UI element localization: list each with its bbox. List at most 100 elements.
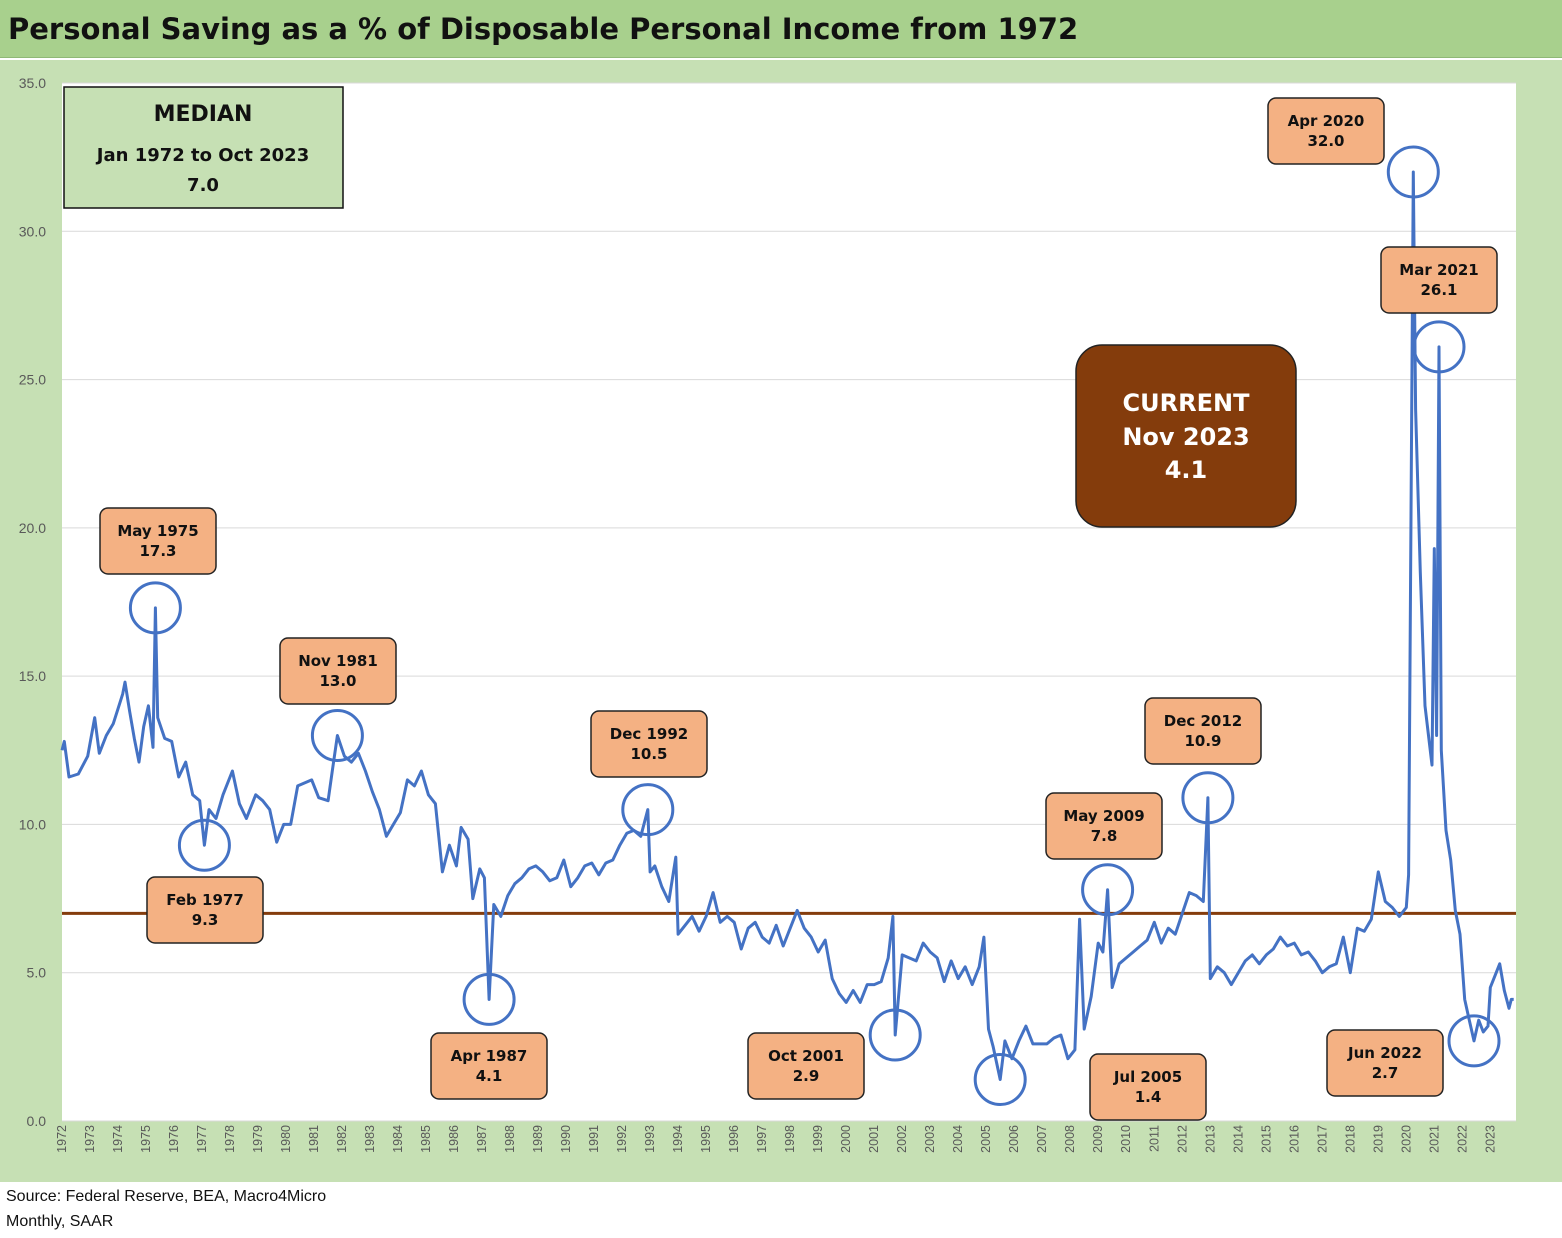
callout-value: 4.1 xyxy=(476,1067,503,1085)
highlight-circle xyxy=(621,783,675,837)
callout-date: Mar 2021 xyxy=(1399,261,1478,279)
callout-value: 26.1 xyxy=(1420,281,1457,299)
callout-feb-1977: Feb 1977 9.3 xyxy=(146,818,264,944)
x-tick-label: 2016 xyxy=(1287,1125,1301,1153)
callout-apr-1987: Apr 1987 4.1 xyxy=(430,972,548,1100)
saving-rate-line xyxy=(60,170,1514,1081)
highlight-circle xyxy=(310,709,364,762)
x-tick-label: 2013 xyxy=(1203,1125,1217,1153)
x-tick-label: 1992 xyxy=(615,1125,629,1153)
x-tick-label: 1982 xyxy=(335,1125,349,1153)
callout-may-1975: May 1975 17.3 xyxy=(99,507,217,635)
x-tick-label: 2017 xyxy=(1315,1125,1329,1153)
highlight-circle xyxy=(1081,863,1135,917)
y-tick-label: 5.0 xyxy=(27,965,47,981)
y-tick-label: 15.0 xyxy=(19,668,46,684)
highlight-circle xyxy=(177,818,231,872)
x-tick-label: 1997 xyxy=(755,1125,769,1153)
x-tick-label: 1983 xyxy=(363,1125,377,1153)
frequency-note: Monthly, SAAR xyxy=(6,1213,114,1230)
x-tick-label: 1978 xyxy=(223,1125,237,1153)
callout-may-2009: May 2009 7.8 xyxy=(1045,792,1163,917)
median-box-title: MEDIAN xyxy=(154,102,253,127)
callout-box xyxy=(1045,792,1163,860)
callout-box xyxy=(1267,97,1385,165)
y-tick-label: 30.0 xyxy=(19,223,46,239)
current-box-date: Nov 2023 xyxy=(1122,423,1249,451)
x-tick-label: 2020 xyxy=(1399,1125,1413,1153)
x-tick-label: 2015 xyxy=(1259,1125,1273,1153)
x-tick-label: 1986 xyxy=(447,1125,461,1153)
source-note: Source: Federal Reserve, BEA, Macro4Micr… xyxy=(6,1188,327,1205)
callout-value: 13.0 xyxy=(319,672,356,690)
callout-box xyxy=(99,507,217,575)
callout-value: 2.7 xyxy=(1372,1064,1399,1082)
y-tick-label: 20.0 xyxy=(19,520,46,536)
current-box: CURRENT Nov 2023 4.1 xyxy=(1075,344,1297,528)
x-tick-label: 2001 xyxy=(867,1125,881,1153)
x-tick-label: 1994 xyxy=(671,1125,685,1153)
callout-value: 17.3 xyxy=(139,542,176,560)
callout-apr-2020: Apr 2020 32.0 xyxy=(1267,97,1440,199)
plot-area xyxy=(62,83,1516,1121)
x-tick-label: 1972 xyxy=(55,1125,69,1153)
callout-value: 10.9 xyxy=(1184,732,1221,750)
x-tick-label: 2019 xyxy=(1371,1125,1385,1153)
x-tick-label: 2005 xyxy=(979,1125,993,1153)
current-box-bg xyxy=(1075,344,1297,528)
title-bar: Personal Saving as a % of Disposable Per… xyxy=(0,0,1562,58)
callout-box xyxy=(1144,697,1262,765)
callout-date: Oct 2001 xyxy=(768,1047,844,1065)
x-tick-label: 1976 xyxy=(167,1125,181,1153)
chart-title: Personal Saving as a % of Disposable Per… xyxy=(8,12,1079,46)
callout-box xyxy=(1380,246,1498,314)
current-box-title: CURRENT xyxy=(1123,389,1251,417)
y-tick-label: 25.0 xyxy=(19,372,46,388)
callout-date: May 2009 xyxy=(1063,807,1144,825)
callout-box xyxy=(1326,1029,1444,1097)
y-tick-label: 35.0 xyxy=(19,75,46,91)
x-tick-label: 2012 xyxy=(1175,1125,1189,1153)
callout-box xyxy=(279,637,397,705)
x-tick-label: 2011 xyxy=(1147,1125,1161,1152)
x-tick-label: 1975 xyxy=(139,1125,153,1153)
x-tick-label: 1999 xyxy=(811,1125,825,1153)
callout-jun-2022: Jun 2022 2.7 xyxy=(1326,1014,1501,1097)
x-tick-label: 2018 xyxy=(1343,1125,1357,1153)
x-tick-label: 1984 xyxy=(391,1125,405,1153)
callout-value: 2.9 xyxy=(793,1067,820,1085)
median-box: MEDIAN Jan 1972 to Oct 2023 7.0 xyxy=(63,86,344,209)
x-tick-label: 1985 xyxy=(419,1125,433,1153)
x-tick-label: 1996 xyxy=(727,1125,741,1153)
x-tick-label: 2002 xyxy=(895,1125,909,1153)
highlight-circle xyxy=(973,1053,1027,1106)
callout-value: 7.8 xyxy=(1091,827,1118,845)
x-tick-label: 2000 xyxy=(839,1125,853,1153)
x-tick-label: 2008 xyxy=(1063,1125,1077,1153)
x-tick-label: 1990 xyxy=(559,1125,573,1153)
x-tick-label: 2023 xyxy=(1483,1125,1497,1153)
median-box-range: Jan 1972 to Oct 2023 xyxy=(95,145,309,166)
median-box-bg xyxy=(63,86,344,209)
callout-date: Apr 1987 xyxy=(451,1047,528,1065)
current-box-value: 4.1 xyxy=(1165,456,1208,484)
callout-date: May 1975 xyxy=(117,522,198,540)
callout-value: 9.3 xyxy=(192,911,219,929)
callout-box xyxy=(590,710,708,778)
y-tick-label: 0.0 xyxy=(27,1113,47,1129)
callout-mar-2021: Mar 2021 26.1 xyxy=(1380,246,1498,374)
highlight-circle xyxy=(1386,145,1440,199)
highlight-circle xyxy=(462,972,516,1026)
x-tick-label: 1980 xyxy=(279,1125,293,1153)
x-tick-label: 2022 xyxy=(1455,1125,1469,1153)
x-tick-label: 1979 xyxy=(251,1125,265,1153)
callout-date: Dec 1992 xyxy=(610,725,689,743)
x-tick-label: 2003 xyxy=(923,1125,937,1153)
x-tick-label: 1993 xyxy=(643,1125,657,1153)
x-tick-label: 2009 xyxy=(1091,1125,1105,1153)
callout-nov-1981: Nov 1981 13.0 xyxy=(279,637,397,762)
callout-box xyxy=(430,1032,548,1100)
callout-dec-2012: Dec 2012 10.9 xyxy=(1144,697,1262,825)
x-tick-label: 2004 xyxy=(951,1125,965,1153)
x-tick-label: 2014 xyxy=(1231,1125,1245,1153)
